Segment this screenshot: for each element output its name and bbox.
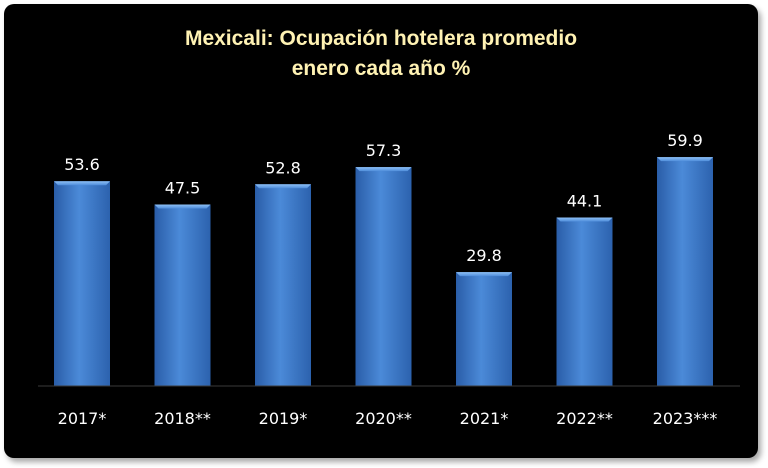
category-label: 2019* — [259, 409, 308, 428]
category-label: 2017* — [58, 409, 107, 428]
bar-2018** — [154, 204, 211, 386]
bar-2023*** — [657, 157, 713, 386]
bar-cap-2020** — [355, 167, 412, 172]
value-label: 29.8 — [466, 246, 502, 265]
category-label: 2022** — [556, 409, 613, 428]
category-label: 2021* — [460, 409, 509, 428]
value-label: 52.8 — [265, 158, 301, 177]
category-label: 2020** — [355, 409, 412, 428]
value-label: 47.5 — [165, 179, 201, 198]
bar-chart: 53.6 2017* 47.5 2018** 52.8 2019* 57.3 2020** 29… — [38, 131, 740, 428]
chart-title: Mexicali: Ocupación hotelera promedio en… — [4, 24, 758, 84]
bar-cap-2023*** — [657, 157, 713, 162]
chart-frame: Mexicali: Ocupación hotelera promedio en… — [4, 4, 758, 458]
category-label: 2018** — [154, 409, 211, 428]
bar-cap-2019* — [255, 184, 311, 189]
bar-2020** — [355, 167, 412, 386]
value-label: 59.9 — [667, 131, 703, 150]
value-label: 44.1 — [567, 192, 603, 211]
bar-2022** — [556, 217, 613, 386]
bar-2017* — [54, 181, 110, 386]
chart-title-line-2: enero cada año % — [291, 57, 471, 80]
bar-cap-2022** — [556, 217, 613, 222]
bar-cap-2021* — [456, 272, 512, 277]
bar-2019* — [255, 184, 311, 386]
value-label: 57.3 — [366, 141, 402, 160]
chart-title-line-1: Mexicali: Ocupación hotelera promedio — [184, 27, 578, 50]
bar-cap-2017* — [54, 181, 110, 186]
value-label: 53.6 — [64, 155, 100, 174]
bar-cap-2018** — [154, 204, 211, 209]
bar-2021* — [456, 272, 512, 386]
category-label: 2023*** — [653, 409, 718, 428]
